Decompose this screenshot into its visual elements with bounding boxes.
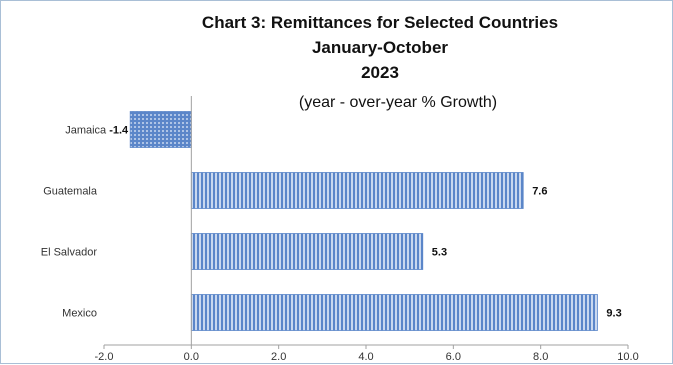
category-labels-group: Jamaica Guatemala El Salvador Mexico [41,125,107,320]
x-tick-label: 6.0 [446,351,461,363]
bar-mexico [190,294,598,331]
chart-title-line-3: 2023 [361,63,399,82]
bars-group [129,111,598,331]
chart-title-line-2: January-October [312,38,448,57]
category-label-jamaica: Jamaica [65,125,107,137]
chart-subtitle: (year - over-year % Growth) [299,94,497,111]
value-label-jamaica: -1.4 [109,125,129,137]
x-tick-label: 10.0 [617,351,638,363]
bar-guatemala [190,172,524,209]
chart-title-line-1: Chart 3: Remittances for Selected Countr… [202,13,558,32]
bar-el-salvador [190,233,424,270]
category-label-guatemala: Guatemala [43,186,98,198]
x-tick-label: 8.0 [533,351,548,363]
axis-group: -2.0 0.0 2.0 4.0 6.0 8.0 10.0 [95,96,639,363]
category-label-mexico: Mexico [62,308,97,320]
category-label-el-salvador: El Salvador [41,247,98,259]
x-tick-label: 2.0 [271,351,286,363]
x-tick-label: -2.0 [95,351,114,363]
x-tick-label: 0.0 [184,351,199,363]
x-tick-label: 4.0 [358,351,373,363]
bar-jamaica [129,111,192,148]
value-label-mexico: 9.3 [606,308,621,320]
value-label-el-salvador: 5.3 [432,247,447,259]
value-labels-group: -1.4 7.6 5.3 9.3 [109,125,621,320]
value-label-guatemala: 7.6 [532,186,547,198]
